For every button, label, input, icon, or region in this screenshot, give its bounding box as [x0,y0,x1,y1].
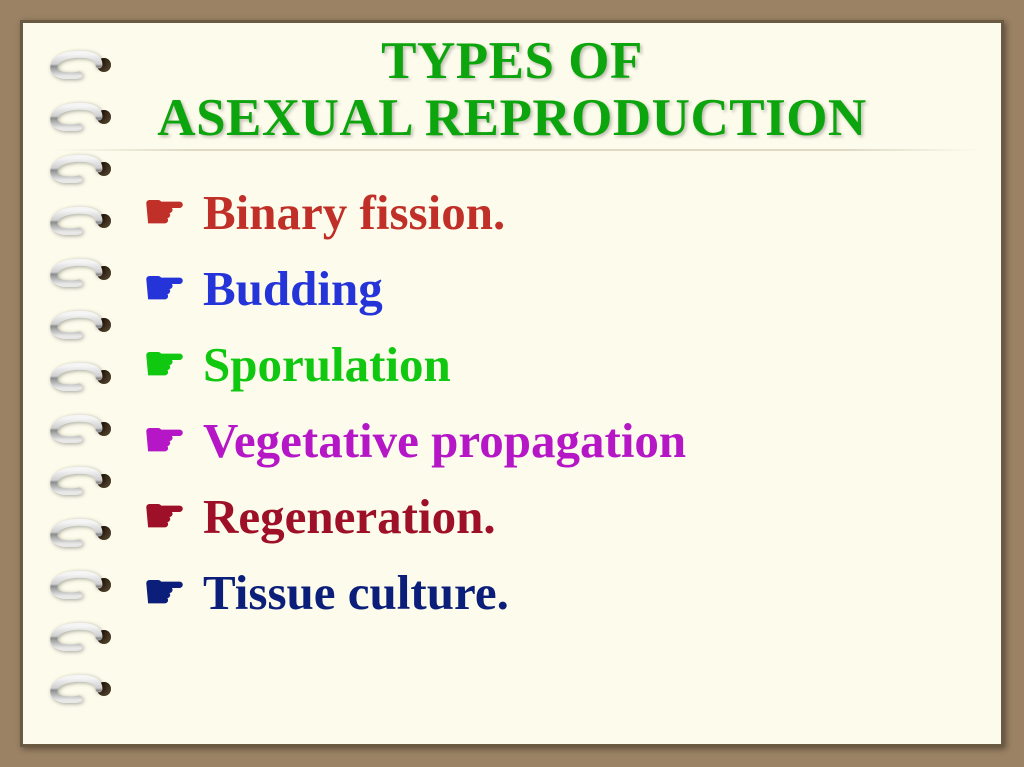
hand-bullet-icon: ☛ [143,569,203,617]
hand-bullet-icon: ☛ [143,417,203,465]
hand-bullet-icon: ☛ [143,189,203,237]
hand-bullet-icon: ☛ [143,493,203,541]
spiral-ring [55,415,111,443]
spiral-ring [55,259,111,287]
spiral-ring [55,675,111,703]
bullet-item: ☛Vegetative propagation [143,403,971,479]
spiral-ring [55,207,111,235]
title-line-2: ASEXUAL REPRODUCTION [53,90,971,147]
bullet-text: Budding [203,251,383,327]
bullet-item: ☛ Budding [143,251,971,327]
hand-bullet-icon: ☛ [143,265,203,313]
spiral-ring [55,311,111,339]
bullet-item: ☛Sporulation [143,327,971,403]
slide-title: TYPES OF ASEXUAL REPRODUCTION [53,33,971,147]
bullet-item: ☛Tissue culture. [143,555,971,631]
spiral-ring [55,363,111,391]
bullet-text: Binary fission. [203,175,505,251]
title-underline [53,149,981,151]
bullet-text: Vegetative propagation [203,403,686,479]
spiral-ring [55,51,111,79]
bullet-text: Sporulation [203,327,451,403]
bullet-item: ☛Binary fission. [143,175,971,251]
bullet-text: Regeneration. [203,479,496,555]
spiral-ring [55,155,111,183]
title-line-1: TYPES OF [53,33,971,90]
spiral-ring [55,571,111,599]
bullet-list: ☛Binary fission.☛ Budding☛Sporulation☛Ve… [143,175,971,631]
spiral-binding [55,51,111,703]
spiral-ring [55,467,111,495]
hand-bullet-icon: ☛ [143,341,203,389]
slide-frame: TYPES OF ASEXUAL REPRODUCTION ☛Binary fi… [20,20,1004,747]
spiral-ring [55,623,111,651]
spiral-ring [55,519,111,547]
spiral-ring [55,103,111,131]
bullet-item: ☛Regeneration. [143,479,971,555]
bullet-text: Tissue culture. [203,555,509,631]
